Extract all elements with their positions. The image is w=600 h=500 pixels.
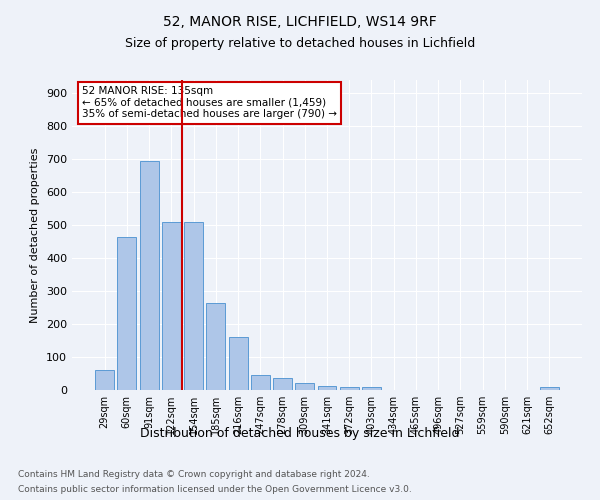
Bar xyxy=(540,388,559,390)
Bar xyxy=(95,370,114,390)
Bar xyxy=(184,222,203,390)
Bar xyxy=(118,236,136,390)
Text: Size of property relative to detached houses in Lichfield: Size of property relative to detached ho… xyxy=(125,38,475,51)
Bar xyxy=(140,161,158,390)
Text: 52, MANOR RISE, LICHFIELD, WS14 9RF: 52, MANOR RISE, LICHFIELD, WS14 9RF xyxy=(163,15,437,29)
Text: Distribution of detached houses by size in Lichfield: Distribution of detached houses by size … xyxy=(140,428,460,440)
Bar xyxy=(317,386,337,390)
Bar xyxy=(295,384,314,390)
Bar xyxy=(340,386,359,390)
Bar xyxy=(229,337,248,390)
Bar xyxy=(273,378,292,390)
Bar xyxy=(206,302,225,390)
Y-axis label: Number of detached properties: Number of detached properties xyxy=(31,148,40,322)
Bar xyxy=(362,388,381,390)
Text: Contains HM Land Registry data © Crown copyright and database right 2024.: Contains HM Land Registry data © Crown c… xyxy=(18,470,370,479)
Text: 52 MANOR RISE: 135sqm
← 65% of detached houses are smaller (1,459)
35% of semi-d: 52 MANOR RISE: 135sqm ← 65% of detached … xyxy=(82,86,337,120)
Text: Contains public sector information licensed under the Open Government Licence v3: Contains public sector information licen… xyxy=(18,485,412,494)
Bar xyxy=(162,222,181,390)
Bar xyxy=(251,374,270,390)
